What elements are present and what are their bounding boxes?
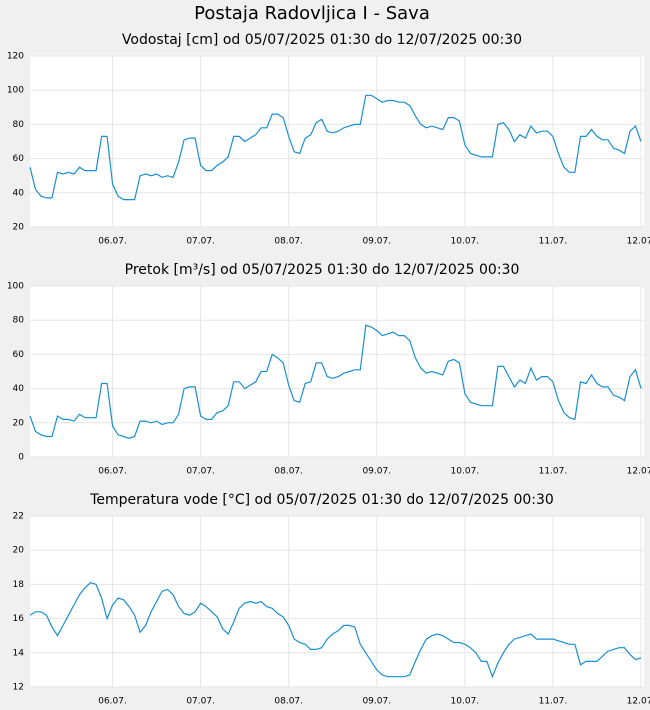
y-tick-label: 80 [13, 120, 25, 130]
y-tick-label: 60 [13, 350, 25, 360]
y-tick-label: 18 [13, 580, 25, 590]
data-line [29, 324, 642, 439]
y-tick-label: 20 [13, 546, 25, 556]
x-tick-label: 11.07. [539, 697, 568, 707]
y-tick-label: 14 [13, 648, 25, 658]
x-tick-label: 12.07. [627, 697, 650, 707]
x-tick-label: 08.07. [274, 697, 303, 707]
x-tick-label: 07.07. [186, 697, 215, 707]
x-tick-label: 07.07. [186, 467, 215, 477]
plot-area [30, 56, 644, 227]
chart-subtitle: Temperatura vode [°C] od 05/07/2025 01:3… [89, 492, 554, 508]
plot-area [30, 286, 644, 457]
y-tick-label: 120 [7, 52, 24, 62]
data-line [29, 582, 642, 679]
x-tick-label: 09.07. [362, 237, 391, 247]
y-tick-label: 12 [13, 683, 24, 693]
y-tick-label: 100 [7, 282, 24, 292]
x-tick-label: 08.07. [274, 467, 303, 477]
y-tick-label: 40 [13, 384, 25, 394]
x-tick-label: 06.07. [98, 467, 127, 477]
y-tick-label: 100 [7, 86, 24, 96]
y-tick-label: 80 [13, 316, 25, 326]
y-tick-label: 20 [13, 418, 25, 428]
x-tick-label: 07.07. [186, 237, 215, 247]
page-title: Postaja Radovljica I - Sava [194, 3, 430, 24]
plot-area [30, 516, 644, 687]
x-tick-label: 09.07. [362, 697, 391, 707]
x-tick-label: 06.07. [98, 697, 127, 707]
x-tick-label: 10.07. [451, 237, 480, 247]
data-line [29, 94, 642, 201]
y-tick-label: 22 [13, 512, 24, 522]
chart-subtitle: Vodostaj [cm] od 05/07/2025 01:30 do 12/… [122, 32, 522, 48]
x-tick-label: 10.07. [451, 467, 480, 477]
y-tick-label: 0 [18, 453, 24, 463]
x-tick-label: 06.07. [98, 237, 127, 247]
x-tick-label: 12.07. [627, 467, 650, 477]
x-tick-label: 09.07. [362, 467, 391, 477]
x-tick-label: 08.07. [274, 237, 303, 247]
y-tick-label: 40 [13, 188, 25, 198]
x-tick-label: 11.07. [539, 467, 568, 477]
y-tick-label: 60 [13, 154, 25, 164]
x-tick-label: 12.07. [627, 237, 650, 247]
chart-subtitle: Pretok [m³/s] od 05/07/2025 01:30 do 12/… [125, 262, 520, 278]
x-tick-label: 11.07. [539, 237, 568, 247]
x-tick-label: 10.07. [451, 697, 480, 707]
y-tick-label: 20 [13, 223, 25, 233]
y-tick-label: 16 [13, 614, 25, 624]
